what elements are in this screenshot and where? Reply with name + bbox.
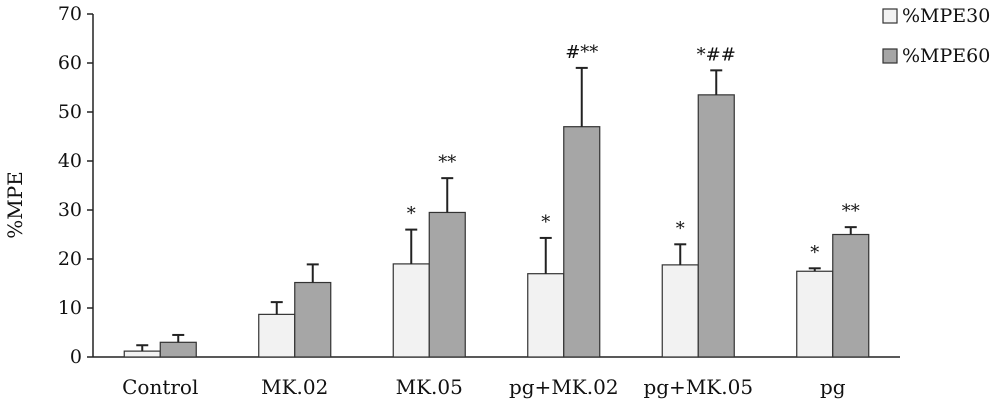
y-tick-label: 40: [58, 150, 82, 172]
legend-swatch: [882, 48, 898, 64]
bar-group: ***: [796, 201, 870, 358]
x-category-label: MK.05: [396, 375, 463, 399]
y-tick-label: 10: [58, 297, 82, 319]
legend-label: %MPE30: [902, 5, 990, 27]
bar: [428, 211, 466, 358]
bar-group: [123, 333, 197, 358]
significance-label: **: [438, 152, 456, 173]
bar: [527, 273, 565, 358]
bar-group: [258, 263, 332, 358]
y-tick-label: 30: [58, 199, 82, 221]
x-category-label: Control: [122, 375, 198, 399]
y-tick-label: 50: [58, 101, 82, 123]
legend-label: %MPE60: [902, 45, 990, 67]
significance-label: *: [541, 212, 550, 233]
y-axis: 0 10 20 30 40 50 60 70: [58, 3, 94, 368]
bar: [258, 313, 296, 358]
significance-label: #**: [565, 42, 598, 63]
bar: [832, 233, 870, 358]
significance-label: *: [407, 204, 416, 225]
y-tick-label: 70: [58, 3, 82, 25]
significance-label: **: [842, 201, 860, 222]
bar: [661, 264, 699, 358]
bar-group: ***: [392, 152, 466, 358]
bar: [796, 270, 834, 358]
bar: [294, 281, 332, 358]
bar: [392, 263, 430, 358]
y-tick-label: 20: [58, 248, 82, 270]
x-category-label: MK.02: [261, 375, 328, 399]
significance-label: *: [676, 218, 685, 239]
y-tick-label: 0: [70, 346, 82, 368]
bar: [159, 341, 197, 358]
bar-groups: ****#****##***: [123, 42, 870, 358]
x-category-label: pg: [820, 375, 846, 399]
bar-group: * *##: [661, 44, 736, 358]
legend-swatch: [882, 8, 898, 24]
y-tick-label: 60: [58, 52, 82, 74]
significance-label: *##: [697, 44, 736, 65]
legend: %MPE30 %MPE60: [882, 5, 990, 67]
bar: [123, 350, 161, 358]
significance-label: *: [810, 242, 819, 263]
x-category-label: pg+MK.02: [509, 375, 619, 399]
x-axis: Control MK.02 MK.05 pg+MK.02 pg+MK.05 pg: [93, 356, 900, 399]
bar: [563, 126, 601, 358]
bar-group: * #**: [527, 42, 601, 358]
x-category-label: pg+MK.05: [643, 375, 753, 399]
y-axis-title: %MPE: [3, 171, 27, 239]
bar: [697, 94, 735, 358]
